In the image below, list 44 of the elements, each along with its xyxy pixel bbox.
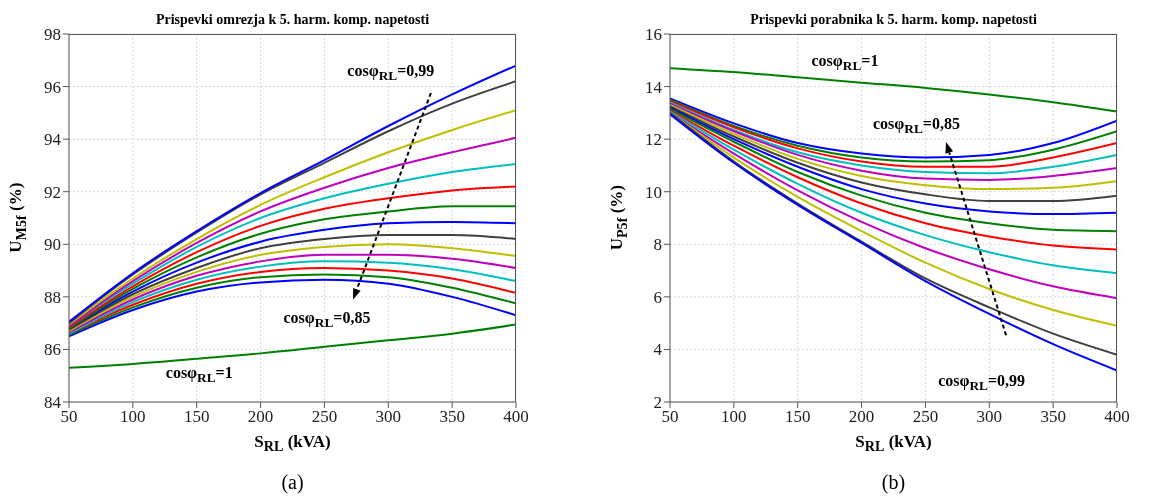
y-tick-label: 8 — [653, 235, 662, 255]
x-tick-label: 200 — [848, 407, 875, 427]
x-tick-label: 200 — [247, 407, 274, 427]
x-tick-label: 400 — [1104, 407, 1130, 427]
annotation: cosφ$_{RL}$=0,99 — [346, 62, 436, 85]
text: (b) — [880, 471, 907, 494]
x-tick-label: 150 — [183, 407, 210, 427]
y-tick-label: 12 — [645, 130, 662, 150]
y-tick-label: 92 — [44, 182, 61, 202]
x-tick-label: 250 — [311, 407, 338, 427]
chart-title: Prispevki porabnika k 5. harm. komp. napetosti — [749, 12, 1038, 28]
annotation: cosφ$_{RL}$=0,85 — [282, 309, 372, 332]
x-tick-label: 250 — [912, 407, 939, 427]
annotation: cosφ$_{RL}$=0,85 — [872, 114, 961, 137]
y-tick-label: 16 — [645, 25, 662, 45]
x-tick-label: 350 — [439, 407, 465, 427]
y-tick-label: 2 — [653, 393, 662, 413]
x-tick-label: 300 — [375, 407, 402, 427]
y-tick-label: 14 — [645, 77, 663, 97]
x-tick-label: 100 — [721, 407, 747, 427]
y-tick-label: 98 — [44, 25, 61, 45]
x-axis-title: S$_{RL}$ (kVA) — [854, 432, 933, 456]
y-tick-label: 88 — [44, 287, 61, 307]
y-tick-label: 96 — [44, 77, 61, 97]
x-tick-label: 50 — [661, 407, 679, 427]
x-axis-title: S$_{RL}$ (kVA) — [253, 432, 332, 456]
chart-title: Prispevki omrezja k 5. harm. komp. napetosti — [154, 12, 431, 28]
y-tick-label: 4 — [653, 340, 663, 360]
y-tick-label: 86 — [44, 340, 61, 360]
x-tick-label: 350 — [1040, 407, 1066, 427]
y-tick-label: 10 — [645, 182, 662, 202]
x-tick-label: 50 — [60, 407, 78, 427]
y-tick-label: 84 — [44, 393, 62, 413]
annotation: cosφ$_{RL}$=1 — [810, 51, 880, 74]
y-tick-label: 6 — [653, 287, 662, 307]
x-tick-label: 150 — [784, 407, 811, 427]
x-tick-label: 400 — [503, 407, 529, 427]
x-tick-label: 100 — [120, 407, 146, 427]
y-tick-label: 94 — [44, 130, 62, 150]
annotation: cosφ$_{RL}$=1 — [164, 364, 234, 387]
text: (a) — [280, 471, 305, 494]
annotation: cosφ$_{RL}$=0,99 — [937, 372, 1027, 395]
y-tick-label: 90 — [44, 235, 61, 255]
x-tick-label: 300 — [976, 407, 1003, 427]
